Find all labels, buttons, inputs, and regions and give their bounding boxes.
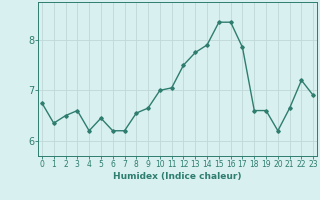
X-axis label: Humidex (Indice chaleur): Humidex (Indice chaleur): [113, 172, 242, 181]
